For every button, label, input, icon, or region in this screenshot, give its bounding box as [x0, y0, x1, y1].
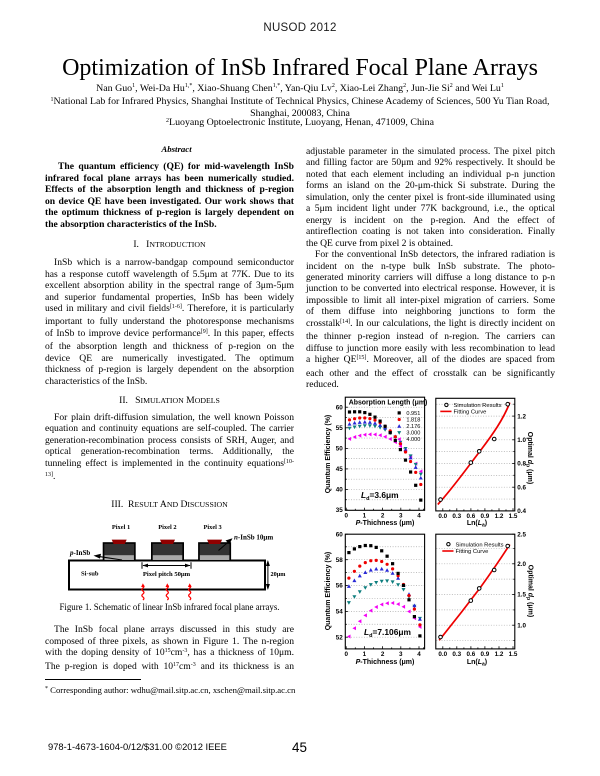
svg-text:0: 0 — [344, 513, 348, 520]
svg-text:Fitting Curve: Fitting Curve — [454, 410, 487, 416]
svg-text:52: 52 — [336, 634, 344, 641]
svg-text:0.6: 0.6 — [467, 513, 476, 520]
svg-text:1.818: 1.818 — [406, 417, 420, 423]
svg-text:1: 1 — [363, 651, 367, 658]
svg-text:1.2: 1.2 — [495, 651, 504, 658]
svg-text:45: 45 — [336, 466, 344, 473]
svg-text:Ln(La): Ln(La) — [467, 659, 487, 668]
svg-text:Simulation Results: Simulation Results — [456, 542, 504, 548]
svg-text:0.4: 0.4 — [517, 508, 526, 515]
svg-text:2.0: 2.0 — [517, 561, 526, 568]
svg-text:Absorption Length (μm): Absorption Length (μm) — [349, 399, 427, 406]
svg-text:0.8: 0.8 — [517, 461, 526, 468]
svg-text:0.9: 0.9 — [481, 513, 490, 520]
svg-text:1.0: 1.0 — [517, 622, 526, 629]
svg-text:2: 2 — [381, 513, 385, 520]
svg-text:0.951: 0.951 — [406, 411, 420, 417]
svg-text:Pixel 1: Pixel 1 — [112, 524, 130, 531]
svg-text:55: 55 — [336, 425, 344, 432]
svg-text:Quantum Efficiency (%): Quantum Efficiency (%) — [325, 552, 332, 631]
svg-text:Ln(La): Ln(La) — [467, 520, 487, 529]
svg-text:Simulation Results: Simulation Results — [454, 403, 502, 409]
svg-text:0.0: 0.0 — [438, 651, 447, 658]
svg-text:56: 56 — [336, 583, 344, 590]
svg-text:1.5: 1.5 — [509, 651, 518, 658]
svg-text:P-Thichness (μm): P-Thichness (μm) — [356, 520, 415, 527]
svg-text:4.000: 4.000 — [406, 437, 420, 443]
svg-text:Pixel 3: Pixel 3 — [203, 524, 221, 531]
svg-text:1.5: 1.5 — [509, 513, 518, 520]
svg-text:1.2: 1.2 — [517, 413, 526, 420]
svg-text:n-InSb 10μm: n-InSb 10μm — [234, 534, 273, 542]
svg-text:Pixel 2: Pixel 2 — [158, 524, 176, 531]
svg-text:2.176: 2.176 — [406, 424, 420, 430]
svg-text:60: 60 — [336, 404, 344, 411]
svg-text:20μm: 20μm — [271, 571, 287, 578]
svg-text:0.3: 0.3 — [452, 513, 461, 520]
svg-text:0: 0 — [344, 651, 348, 658]
svg-text:Si-sub: Si-sub — [81, 571, 99, 578]
svg-text:0.9: 0.9 — [481, 651, 490, 658]
svg-text:0.0: 0.0 — [438, 513, 447, 520]
svg-text:35: 35 — [336, 507, 344, 514]
svg-text:0.3: 0.3 — [452, 651, 461, 658]
svg-text:Fitting Curve: Fitting Curve — [456, 549, 489, 555]
svg-text:40: 40 — [336, 487, 344, 494]
svg-text:3: 3 — [399, 651, 403, 658]
svg-text:P-Thichness (μm): P-Thichness (μm) — [356, 659, 415, 666]
svg-text:1.0: 1.0 — [517, 437, 526, 444]
svg-text:1.5: 1.5 — [517, 592, 526, 599]
svg-text:Quantum Efficiency (%): Quantum Efficiency (%) — [325, 415, 332, 494]
svg-text:2: 2 — [381, 651, 385, 658]
svg-text:Ld=3.6μm: Ld=3.6μm — [361, 490, 399, 502]
svg-text:4: 4 — [417, 651, 421, 658]
svg-text:0.6: 0.6 — [467, 651, 476, 658]
svg-text:4: 4 — [417, 513, 421, 520]
svg-text:Optimal dp (μm): Optimal dp (μm) — [525, 565, 534, 617]
svg-text:3: 3 — [399, 513, 403, 520]
svg-text:50: 50 — [336, 446, 344, 453]
svg-text:1.2: 1.2 — [495, 513, 504, 520]
svg-text:58: 58 — [336, 557, 344, 564]
svg-text:Pixel pitch 50μm: Pixel pitch 50μm — [143, 571, 191, 578]
svg-text:p-InSb: p-InSb — [69, 549, 90, 557]
svg-text:2.5: 2.5 — [517, 531, 526, 538]
svg-text:54: 54 — [336, 609, 344, 616]
svg-text:3.000: 3.000 — [406, 431, 420, 437]
svg-text:Ld=7.106μm: Ld=7.106μm — [364, 627, 411, 639]
svg-text:1: 1 — [363, 513, 367, 520]
svg-text:0.6: 0.6 — [517, 484, 526, 491]
svg-text:Optimal dp (μm): Optimal dp (μm) — [525, 432, 534, 484]
svg-text:60: 60 — [336, 531, 344, 538]
